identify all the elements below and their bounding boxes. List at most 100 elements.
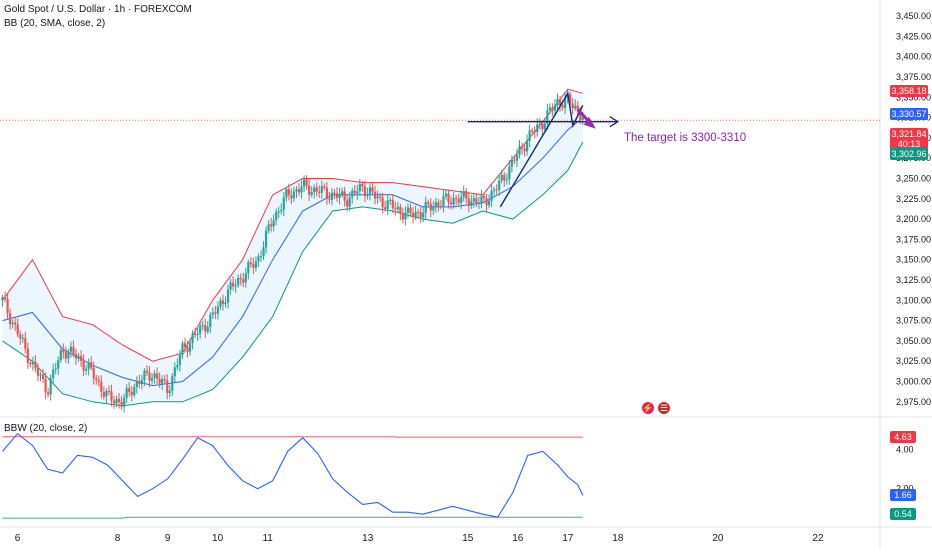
candle-body — [361, 184, 363, 186]
candle-body — [19, 335, 21, 339]
candle-body — [582, 118, 584, 120]
candle-body — [151, 378, 153, 381]
candle-body — [572, 104, 574, 109]
candle-body — [323, 186, 325, 188]
candle-body — [488, 201, 490, 205]
candle-body — [184, 343, 186, 347]
candle-body — [445, 194, 447, 196]
candle-body — [290, 195, 292, 198]
candle-body — [534, 132, 536, 133]
bbw-badge: 1.66 — [890, 489, 916, 501]
price-badge: 3,330.57 — [890, 108, 928, 120]
y-tick-label: 3,150.00 — [896, 255, 931, 265]
candle-body — [138, 381, 140, 384]
candle-body — [22, 338, 24, 339]
candle-body — [240, 278, 242, 279]
candle-body — [110, 391, 112, 400]
candle-body — [217, 307, 219, 314]
candle-body — [262, 247, 264, 256]
us-flag-icon[interactable]: ☰ — [658, 402, 670, 414]
candle-body — [574, 106, 576, 109]
candle-body — [273, 220, 275, 226]
candle-body — [536, 125, 538, 132]
bbw-tick-label: 4.00 — [896, 444, 914, 454]
candle-body — [222, 300, 224, 304]
candle-body — [267, 224, 269, 230]
candle-body — [136, 381, 138, 387]
candle-body — [508, 167, 510, 180]
candle-body — [131, 392, 133, 395]
candle-body — [306, 179, 308, 185]
candle-body — [186, 347, 188, 352]
candle-body — [148, 372, 150, 380]
candle-body — [1, 297, 3, 300]
candle-body — [80, 356, 82, 361]
candle-body — [506, 179, 508, 180]
candle-body — [561, 105, 563, 108]
candle-body — [108, 391, 110, 392]
candle-body — [300, 187, 302, 193]
candle-body — [199, 326, 201, 334]
candle-body — [414, 212, 416, 217]
candle-body — [387, 200, 389, 209]
candle-body — [422, 213, 424, 218]
bbw-indicator-label[interactable]: BBW (20, close, 2) — [4, 423, 87, 434]
candle-body — [344, 191, 346, 200]
candle-body — [6, 299, 8, 313]
candle-body — [321, 186, 323, 193]
candle-body — [24, 338, 26, 349]
candle-body — [34, 362, 36, 369]
candle-body — [280, 210, 282, 212]
candle-body — [399, 207, 401, 214]
candle-body — [123, 398, 125, 407]
candle-body — [197, 334, 199, 335]
candle-body — [498, 181, 500, 190]
candle-body — [85, 369, 87, 371]
x-tick-label: 10 — [212, 533, 224, 544]
x-tick-label: 9 — [165, 533, 171, 544]
candle-body — [531, 130, 533, 131]
candle-body — [407, 207, 409, 212]
bbw-badge: 4.63 — [890, 431, 916, 443]
candle-body — [465, 191, 467, 198]
candle-body — [191, 334, 193, 343]
candle-body — [42, 375, 44, 379]
candle-body — [311, 192, 313, 195]
bbw-badge: 0.54 — [890, 508, 916, 520]
candle-body — [283, 197, 285, 209]
candle-body — [39, 375, 41, 376]
candle-body — [427, 202, 429, 204]
price-badge: 3,302.96 — [890, 148, 928, 160]
candle-body — [113, 401, 115, 404]
candle-body — [336, 193, 338, 198]
y-tick-label: 3,400.00 — [896, 52, 931, 62]
candle-body — [235, 285, 237, 286]
candle-body — [404, 213, 406, 220]
candle-body — [9, 313, 11, 324]
candle-body — [442, 196, 444, 206]
candle-body — [412, 213, 414, 217]
x-tick-label: 18 — [612, 533, 624, 544]
candle-body — [331, 193, 333, 200]
candle-body — [316, 187, 318, 191]
bb-indicator-label[interactable]: BB (20, SMA, close, 2) — [4, 18, 105, 29]
candle-body — [242, 279, 244, 282]
candle-body — [77, 356, 79, 359]
candle-body — [181, 343, 183, 355]
candle-body — [394, 208, 396, 209]
candle-body — [364, 186, 366, 196]
lightning-icon[interactable]: ⚡ — [642, 402, 654, 414]
y-tick-label: 3,075.00 — [896, 316, 931, 326]
candle-body — [166, 380, 168, 393]
candle-body — [382, 197, 384, 207]
candle-body — [338, 194, 340, 198]
candle-body — [65, 352, 67, 358]
candle-body — [478, 203, 480, 204]
candle-body — [417, 212, 419, 213]
y-tick-label: 3,025.00 — [896, 356, 931, 366]
candle-body — [480, 196, 482, 203]
candle-body — [303, 179, 305, 186]
candle-body — [207, 327, 209, 332]
